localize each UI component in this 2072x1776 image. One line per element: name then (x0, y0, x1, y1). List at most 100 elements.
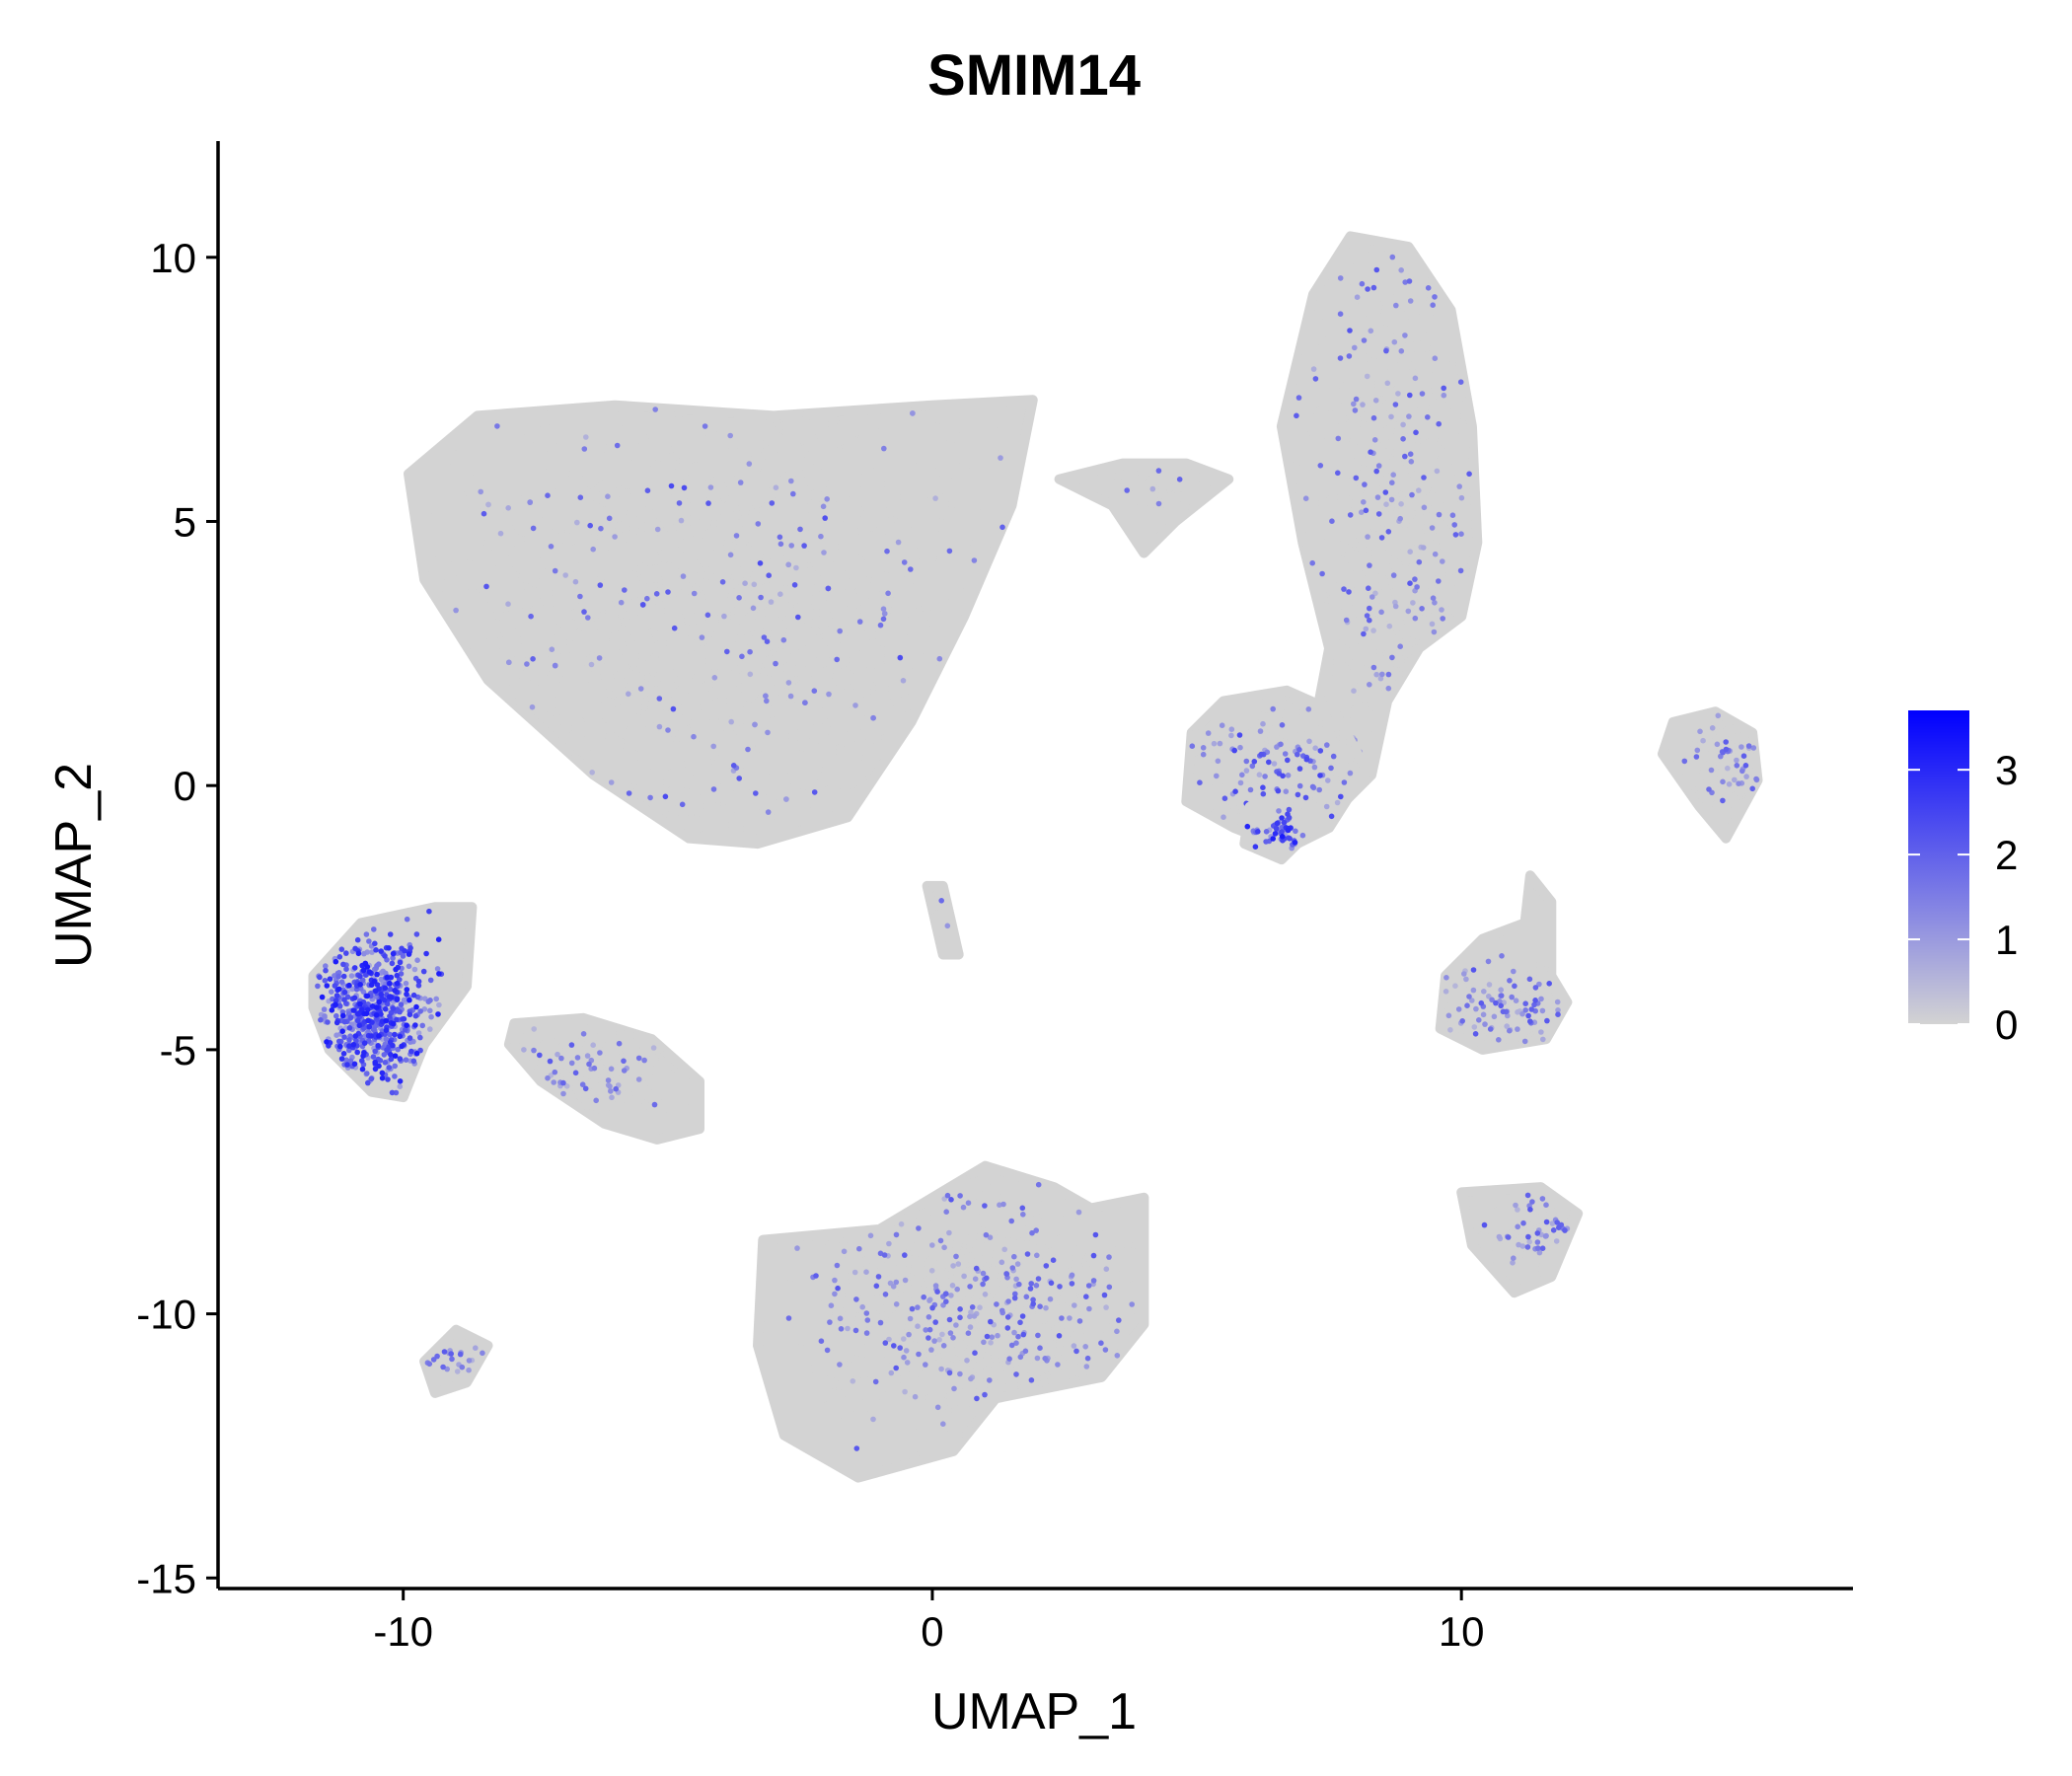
data-point (754, 555, 761, 560)
data-point (582, 483, 588, 489)
data-point-expressed (1388, 413, 1394, 420)
data-point (1401, 571, 1407, 577)
data-point (530, 709, 536, 715)
data-point-expressed (1302, 495, 1309, 502)
data-point (893, 517, 899, 523)
data-point (1332, 630, 1338, 636)
data-point-expressed (724, 648, 730, 655)
data-point-expressed (639, 602, 646, 608)
data-point (1345, 532, 1351, 538)
data-point-expressed (1352, 407, 1359, 413)
data-point (695, 559, 701, 566)
data-point-expressed (350, 1007, 357, 1013)
data-point (777, 647, 783, 653)
data-point (582, 579, 588, 585)
data-point (1400, 478, 1406, 483)
data-point-expressed (1395, 391, 1401, 397)
data-point-expressed (1458, 531, 1464, 537)
data-point (1364, 650, 1369, 656)
data-point-expressed (1346, 589, 1352, 595)
data-point-expressed (1263, 839, 1269, 845)
data-point (511, 648, 517, 654)
data-point (1409, 263, 1415, 269)
data-point (667, 671, 673, 678)
data-point (1397, 556, 1403, 563)
data-point (1338, 383, 1344, 389)
data-point (573, 703, 579, 709)
data-point (720, 800, 726, 806)
data-point-expressed (614, 442, 621, 449)
data-point (1412, 369, 1418, 375)
data-point (466, 555, 472, 560)
data-point (603, 486, 609, 492)
data-point (1452, 616, 1458, 622)
data-point (839, 490, 845, 496)
data-point (553, 734, 558, 740)
data-point (816, 688, 822, 694)
data-point (1354, 512, 1360, 519)
data-point-expressed (1369, 594, 1375, 600)
data-point (701, 803, 707, 809)
data-point-expressed (644, 487, 651, 494)
data-point (698, 592, 703, 598)
data-point (637, 564, 643, 570)
data-point-expressed (1385, 685, 1392, 692)
data-point (711, 727, 717, 733)
data-point (841, 585, 847, 591)
data-point-expressed (971, 557, 978, 563)
data-point (947, 539, 954, 545)
data-point (724, 764, 731, 770)
data-point (652, 637, 658, 643)
data-point (1349, 741, 1355, 747)
data-point (815, 594, 821, 600)
data-point (647, 769, 653, 775)
data-point-expressed (427, 1007, 433, 1014)
data-point (908, 616, 914, 622)
data-point (639, 477, 645, 482)
data-point (816, 570, 822, 576)
data-point (660, 527, 666, 533)
data-point-expressed (350, 1042, 357, 1048)
data-point (781, 758, 787, 764)
data-point (699, 756, 704, 762)
data-point (820, 767, 826, 773)
data-point (481, 571, 487, 578)
data-point (466, 589, 473, 595)
data-point (851, 615, 856, 621)
data-point (711, 519, 717, 525)
data-point (1328, 372, 1334, 379)
data-point (886, 603, 892, 609)
data-point (1309, 434, 1315, 440)
data-point-expressed (758, 594, 764, 601)
data-point (1343, 657, 1349, 663)
data-point-expressed (681, 484, 688, 491)
data-point (1378, 690, 1384, 696)
data-point-expressed (420, 968, 427, 975)
data-point (656, 670, 662, 677)
data-point (692, 650, 698, 657)
data-point (356, 1073, 362, 1079)
data-point (1307, 793, 1313, 800)
data-point-expressed (691, 590, 698, 597)
data-point (967, 443, 973, 449)
data-point (553, 496, 558, 502)
data-point (629, 599, 634, 605)
data-point (643, 469, 649, 475)
data-point (786, 555, 793, 560)
data-point-expressed (727, 552, 734, 558)
data-point-expressed (344, 1062, 350, 1068)
data-point (1311, 408, 1317, 414)
data-point (832, 496, 838, 502)
data-point (634, 751, 640, 757)
data-point (716, 625, 722, 630)
data-point (645, 708, 651, 714)
data-point (811, 772, 817, 778)
data-point (694, 646, 700, 652)
data-point (1353, 724, 1359, 731)
data-point (1344, 421, 1351, 427)
data-point (1313, 416, 1319, 422)
data-point (751, 573, 758, 579)
data-point (631, 676, 637, 682)
data-point-expressed (1243, 768, 1250, 774)
data-point-expressed (1251, 759, 1258, 765)
